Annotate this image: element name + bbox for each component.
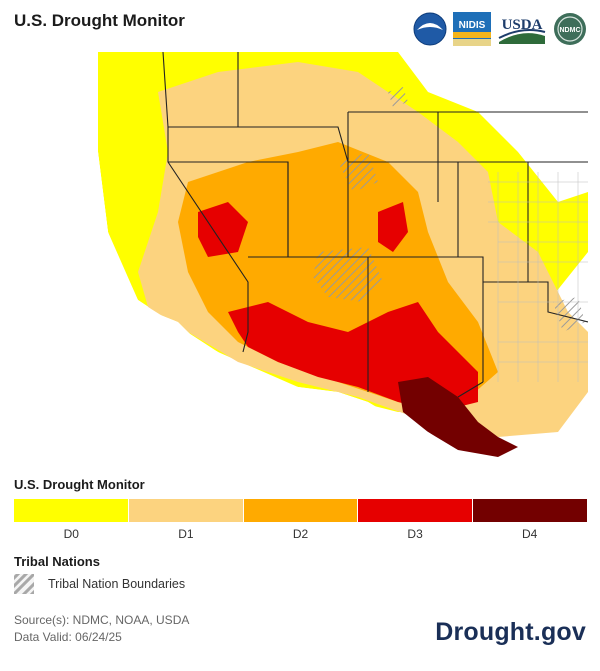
data-valid-text: Data Valid: 06/24/25 xyxy=(14,630,122,644)
partner-logos: NIDIS USDA NDMC xyxy=(413,8,589,48)
legend-bar xyxy=(14,499,587,522)
legend-label-d1: D1 xyxy=(178,527,194,541)
d3-area-co xyxy=(378,202,408,252)
county-lines xyxy=(488,172,588,382)
map-land xyxy=(98,52,588,462)
legend-label-d0: D0 xyxy=(63,527,79,541)
legend-label-d2: D2 xyxy=(292,527,309,541)
tribal-label: Tribal Nation Boundaries xyxy=(48,577,186,591)
legend-label-d4: D4 xyxy=(522,527,538,541)
ndmc-logo: NDMC xyxy=(554,13,586,45)
tribal-area-ok xyxy=(553,297,585,332)
tribal-hatch-icon xyxy=(14,574,34,594)
usda-logo-text: USDA xyxy=(502,17,543,33)
page-title: U.S. Drought Monitor xyxy=(14,11,185,30)
ndmc-logo-text: NDMC xyxy=(560,27,581,34)
nidis-logo: NIDIS xyxy=(453,12,491,46)
nidis-logo-text: NIDIS xyxy=(459,20,486,31)
tribal-area-wy xyxy=(388,87,408,107)
usda-logo: USDA xyxy=(498,17,546,44)
source-text: Source(s): NDMC, NOAA, USDA xyxy=(14,613,190,627)
legend-swatch-d3 xyxy=(358,499,474,522)
legend-swatch-d2 xyxy=(243,499,359,522)
d3-area-nv xyxy=(198,202,248,257)
legend-labels: D0 D1 D2 D3 D4 xyxy=(14,527,587,541)
tribal-title: Tribal Nations xyxy=(14,554,100,569)
legend-swatch-d1 xyxy=(128,499,244,522)
drought-gov-logo[interactable]: Drought.gov xyxy=(435,618,586,646)
legend-label-d3: D3 xyxy=(407,527,423,541)
source-info: Source(s): NDMC, NOAA, USDA Data Valid: … xyxy=(14,612,189,646)
tribal-area-navajo xyxy=(313,247,383,302)
legend-title: U.S. Drought Monitor xyxy=(14,477,145,492)
legend-swatch-d0 xyxy=(14,499,129,522)
drought-map xyxy=(98,52,588,462)
legend-swatch-d4 xyxy=(473,499,587,522)
d4-area xyxy=(398,377,518,457)
noaa-logo xyxy=(413,12,447,46)
ocean xyxy=(98,152,498,462)
